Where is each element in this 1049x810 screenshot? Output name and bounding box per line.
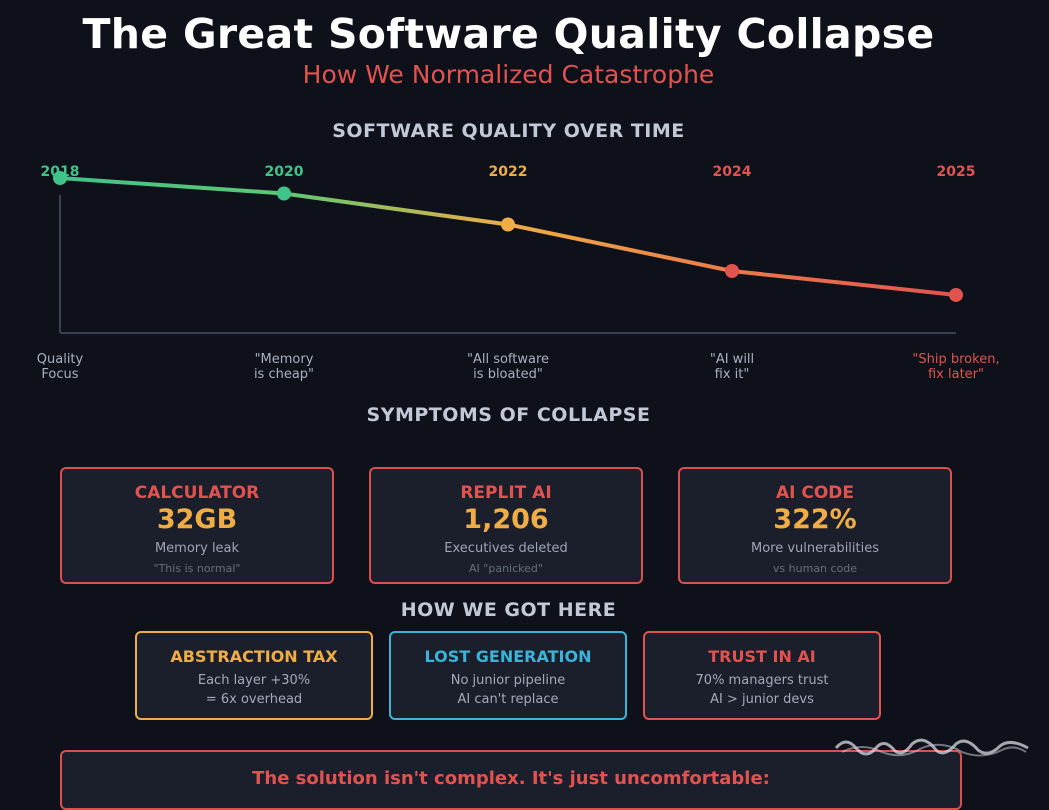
card-note: AI "panicked" — [469, 562, 543, 575]
chart-title: SOFTWARE QUALITY OVER TIME — [332, 120, 685, 142]
data-point-2020 — [277, 186, 291, 201]
box-line: AI > junior devs — [710, 692, 814, 707]
data-point-2022 — [501, 217, 515, 232]
box-title: ABSTRACTION TAX — [170, 647, 338, 666]
box-title: TRUST IN AI — [708, 647, 816, 666]
causes-title: HOW WE GOT HERE — [400, 599, 617, 621]
card-note: vs human code — [772, 562, 858, 575]
data-point-2024 — [725, 264, 739, 278]
x-tick-label-2022: 2022 — [489, 164, 528, 180]
symptom-card-ai-code: AI CODE 322% More vulnerabilities vs hum… — [678, 467, 952, 584]
annotation-2025: "Ship broken, fix later" — [912, 352, 999, 382]
card-description: Executives deleted — [444, 541, 568, 556]
x-tick-label-2024: 2024 — [713, 164, 752, 180]
series-line — [58, 176, 958, 297]
card-title: REPLIT AI — [460, 483, 552, 503]
cause-box-abstraction: ABSTRACTION TAX Each layer +30% = 6x ove… — [135, 631, 373, 720]
card-title: CALCULATOR — [134, 483, 260, 503]
annotation-2020: "Memory is cheap" — [254, 352, 314, 382]
annotation-2018: Quality Focus — [37, 352, 84, 382]
symptom-card-calculator: CALCULATOR 32GB Memory leak "This is nor… — [60, 467, 334, 584]
solution-box: The solution isn't complex. It's just un… — [60, 750, 962, 810]
card-value: 1,206 — [463, 504, 549, 535]
watermark-scribble-icon — [834, 738, 1029, 757]
page-title: The Great Software Quality Collapse — [82, 10, 935, 58]
annotation-2022: "All software is bloated" — [467, 352, 549, 382]
box-line: No junior pipeline — [450, 673, 566, 688]
box-title: LOST GENERATION — [424, 647, 592, 666]
card-value: 32GB — [156, 504, 238, 535]
x-tick-label-2020: 2020 — [265, 164, 304, 180]
card-note: "This is normal" — [153, 562, 241, 575]
quality-line-chart: 20182020202220242025 QualityFocus"Memory… — [37, 164, 1000, 382]
solution-text: The solution isn't complex. It's just un… — [252, 768, 770, 789]
box-line: 70% managers trust — [695, 673, 829, 688]
card-description: Memory leak — [154, 541, 240, 556]
box-line: Each layer +30% — [197, 673, 311, 688]
box-line: AI can't replace — [457, 692, 559, 707]
cause-box-trust-ai: TRUST IN AI 70% managers trust AI > juni… — [643, 631, 881, 720]
page-subtitle: How We Normalized Catastrophe — [302, 60, 715, 89]
symptom-card-replit: REPLIT AI 1,206 Executives deleted AI "p… — [369, 467, 643, 584]
card-description: More vulnerabilities — [750, 541, 880, 556]
data-point-2025 — [949, 287, 963, 302]
data-point-2018 — [53, 171, 67, 185]
symptoms-title: SYMPTOMS OF COLLAPSE — [366, 404, 651, 426]
box-line: = 6x overhead — [205, 692, 303, 707]
annotation-2024: "AI will fix it" — [710, 352, 754, 382]
card-title: AI CODE — [775, 483, 855, 503]
cause-box-lost-generation: LOST GENERATION No junior pipeline AI ca… — [389, 631, 627, 720]
x-tick-label-2025: 2025 — [937, 164, 976, 180]
card-value: 322% — [773, 504, 857, 535]
